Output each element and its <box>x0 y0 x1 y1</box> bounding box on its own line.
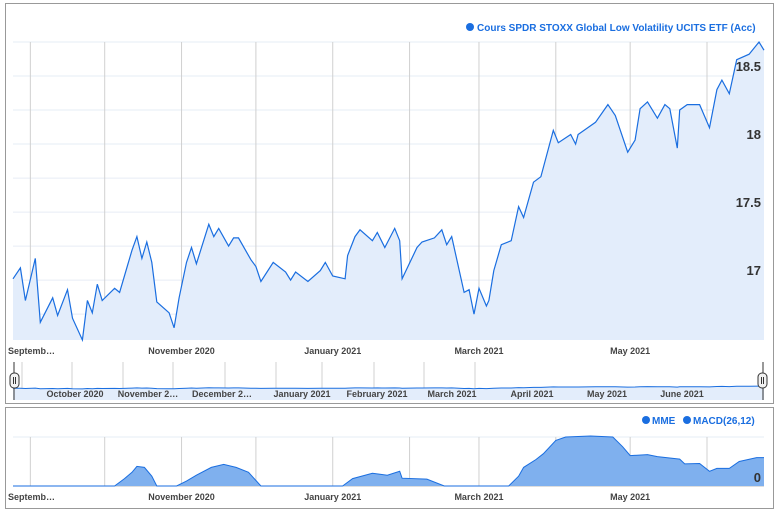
navigator-label: June 2021 <box>660 389 704 399</box>
xtick-label: January 2021 <box>304 346 361 356</box>
xtick-label: Septemb… <box>8 346 55 356</box>
xtick-label: January 2021 <box>304 492 361 502</box>
legend-marker <box>466 23 474 31</box>
navigator-label: April 2021 <box>510 389 553 399</box>
price-ytick-label: 17.5 <box>736 195 761 210</box>
navigator-line <box>12 385 764 390</box>
xtick-label: May 2021 <box>610 346 650 356</box>
xtick-label: May 2021 <box>610 492 650 502</box>
macd-legend[interactable]: MME MACD(26,12) <box>642 416 755 427</box>
navigator-label: January 2021 <box>273 389 330 399</box>
navigator-area <box>13 386 764 400</box>
price-area <box>13 42 764 340</box>
navigator-label: December 2… <box>192 389 252 399</box>
legend-label-mme: MME <box>652 416 676 427</box>
price-ytick-label: 17 <box>747 263 761 278</box>
navigator-label: November 2… <box>118 389 179 399</box>
xtick-label: November 2020 <box>148 492 215 502</box>
macd-line <box>13 435 764 487</box>
navigator-label: March 2021 <box>427 389 476 399</box>
xtick-label: March 2021 <box>454 346 503 356</box>
price-ytick-label: 18 <box>747 127 761 142</box>
price-legend[interactable]: Cours SPDR STOXX Global Low Volatility U… <box>466 23 756 34</box>
xtick-label: Septemb… <box>8 492 55 502</box>
macd-area <box>13 436 764 486</box>
macd-ytick-label: 0 <box>754 470 761 485</box>
xtick-label: November 2020 <box>148 346 215 356</box>
navigator-label: October 2020 <box>46 389 103 399</box>
navigator-right-handle[interactable] <box>757 372 768 389</box>
xtick-label: March 2021 <box>454 492 503 502</box>
legend-label-macd: MACD(26,12) <box>693 416 755 427</box>
price-line <box>12 40 765 343</box>
legend-marker-macd <box>683 416 691 424</box>
legend-marker-mme <box>642 416 650 424</box>
legend-label: Cours SPDR STOXX Global Low Volatility U… <box>477 23 756 34</box>
navigator-label: February 2021 <box>346 389 407 399</box>
navigator[interactable]: October 2020 November 2… December 2… Januar… <box>9 362 768 400</box>
price-ytick-label: 18.5 <box>736 59 761 74</box>
navigator-left-handle[interactable] <box>9 372 20 389</box>
navigator-label: May 2021 <box>587 389 627 399</box>
